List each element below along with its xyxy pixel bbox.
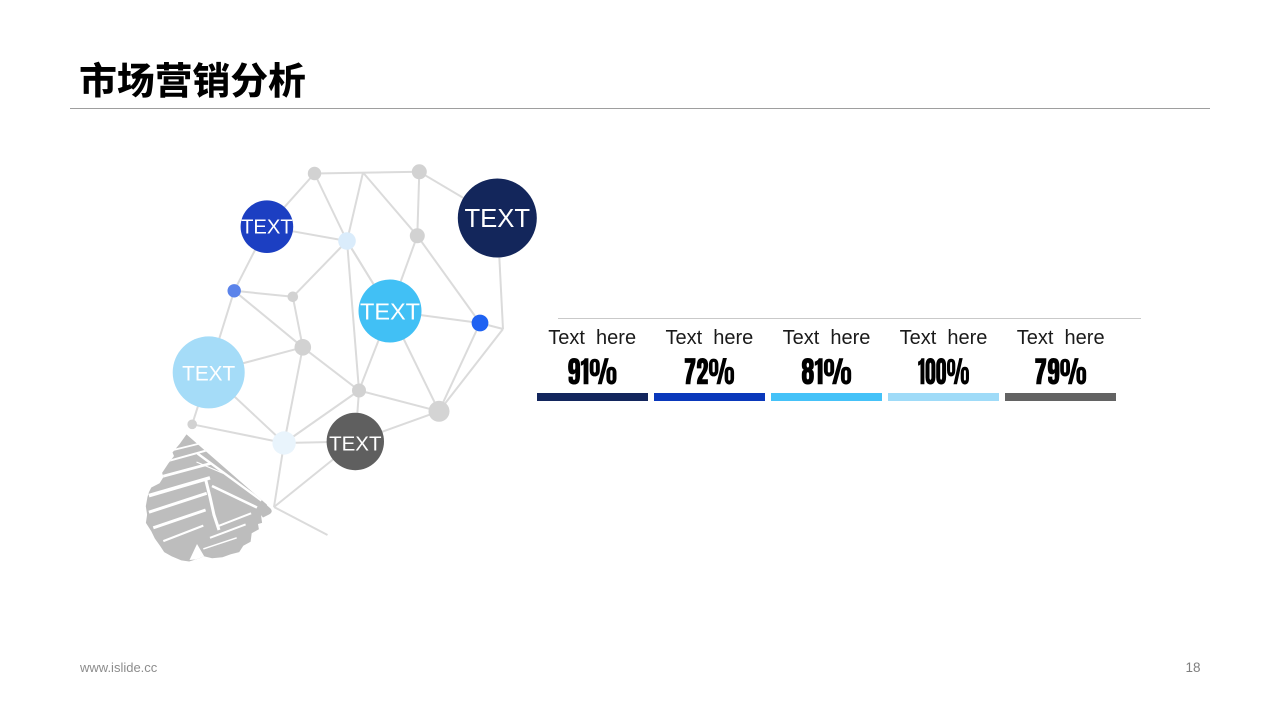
svg-text:TEXT: TEXT bbox=[182, 362, 235, 385]
svg-text:TEXT: TEXT bbox=[360, 298, 420, 324]
svg-text:TEXT: TEXT bbox=[464, 205, 530, 233]
svg-text:TEXT: TEXT bbox=[329, 432, 382, 455]
svg-text:TEXT: TEXT bbox=[241, 216, 293, 238]
